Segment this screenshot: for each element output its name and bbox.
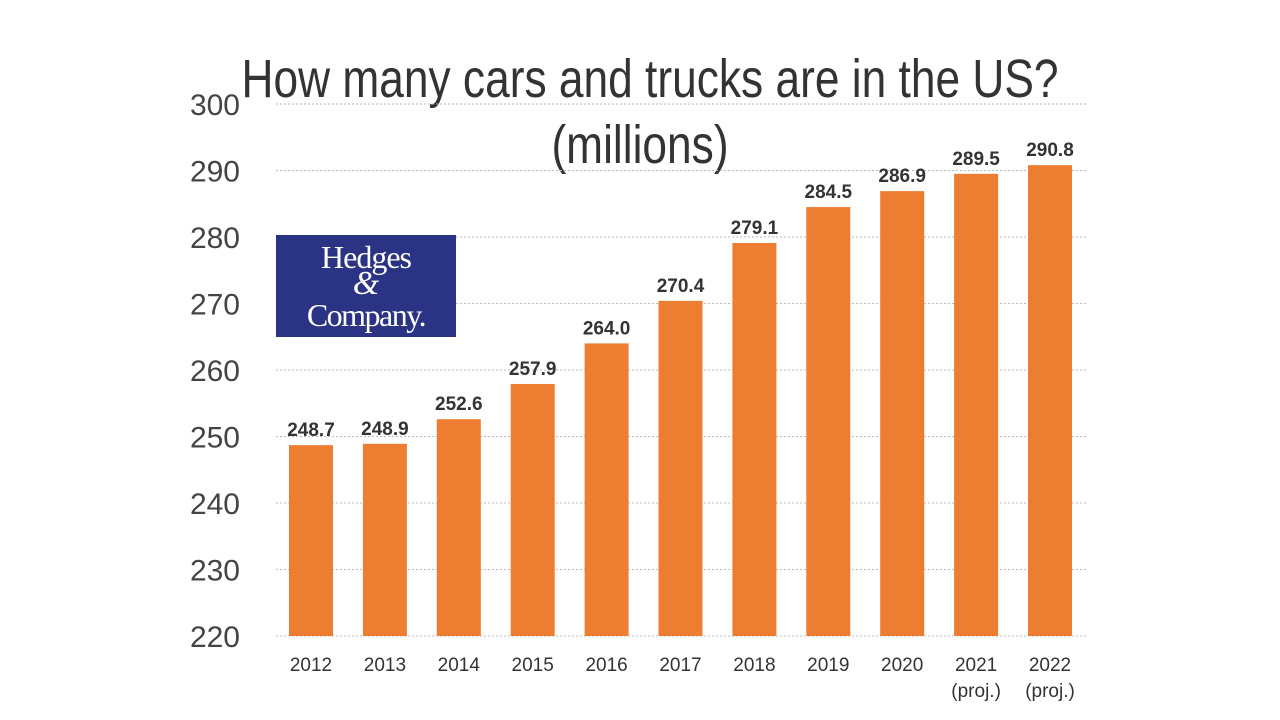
bar-2017 bbox=[658, 300, 703, 636]
x-tick-label: 2021 bbox=[955, 655, 997, 676]
bar-2012 bbox=[289, 445, 333, 636]
x-tick-label: 2019 bbox=[807, 655, 849, 676]
bar-2019 bbox=[806, 207, 851, 636]
bar-2016 bbox=[584, 343, 629, 636]
chart-title: How many cars and trucks are in the US? bbox=[241, 49, 1059, 109]
x-tick-note: (proj.) bbox=[951, 681, 1001, 702]
hedges-company-logo: Hedges & Company. bbox=[276, 235, 456, 337]
x-tick-label: 2015 bbox=[512, 655, 554, 676]
x-tick-label: 2017 bbox=[659, 655, 701, 676]
y-tick-label: 230 bbox=[190, 555, 240, 588]
x-tick-label: 2020 bbox=[881, 655, 923, 676]
data-label: 248.9 bbox=[361, 419, 409, 440]
y-tick-label: 270 bbox=[190, 289, 240, 322]
x-tick-label: 2013 bbox=[364, 655, 406, 676]
data-label: 248.7 bbox=[287, 420, 335, 441]
data-label: 270.4 bbox=[657, 276, 705, 297]
logo-line2: Company. bbox=[306, 297, 427, 333]
bar-2022 bbox=[1028, 165, 1072, 636]
bar-2015 bbox=[510, 383, 555, 636]
x-tick-label: 2022 bbox=[1029, 655, 1071, 676]
y-tick-label: 280 bbox=[190, 222, 240, 255]
bar-2020 bbox=[880, 191, 925, 637]
x-tick-label: 2012 bbox=[290, 655, 332, 676]
y-tick-label: 220 bbox=[190, 621, 240, 654]
data-label: 257.9 bbox=[509, 359, 557, 380]
data-label: 289.5 bbox=[952, 149, 1000, 170]
x-tick-label: 2014 bbox=[438, 655, 481, 676]
y-tick-label: 300 bbox=[190, 89, 240, 122]
data-label: 284.5 bbox=[805, 182, 853, 203]
chart-subtitle: (millions) bbox=[551, 115, 729, 175]
data-label: 290.8 bbox=[1026, 140, 1074, 161]
y-tick-label: 260 bbox=[190, 355, 240, 388]
y-tick-label: 240 bbox=[190, 488, 240, 521]
x-tick-label: 2018 bbox=[733, 655, 775, 676]
bar-2013 bbox=[362, 443, 407, 636]
y-tick-label: 250 bbox=[190, 422, 240, 455]
data-label: 279.1 bbox=[731, 218, 779, 239]
bar-2014 bbox=[436, 419, 481, 636]
data-label: 286.9 bbox=[878, 166, 926, 187]
data-label: 252.6 bbox=[435, 394, 483, 415]
x-tick-note: (proj.) bbox=[1025, 681, 1075, 702]
x-tick-label: 2016 bbox=[585, 655, 627, 676]
y-tick-label: 290 bbox=[190, 156, 240, 189]
logo-line1: Hedges bbox=[321, 239, 412, 275]
logo-ampersand: & bbox=[352, 265, 380, 302]
data-label: 264.0 bbox=[583, 318, 631, 339]
bar-2021 bbox=[954, 173, 999, 636]
bar-2018 bbox=[732, 242, 777, 637]
